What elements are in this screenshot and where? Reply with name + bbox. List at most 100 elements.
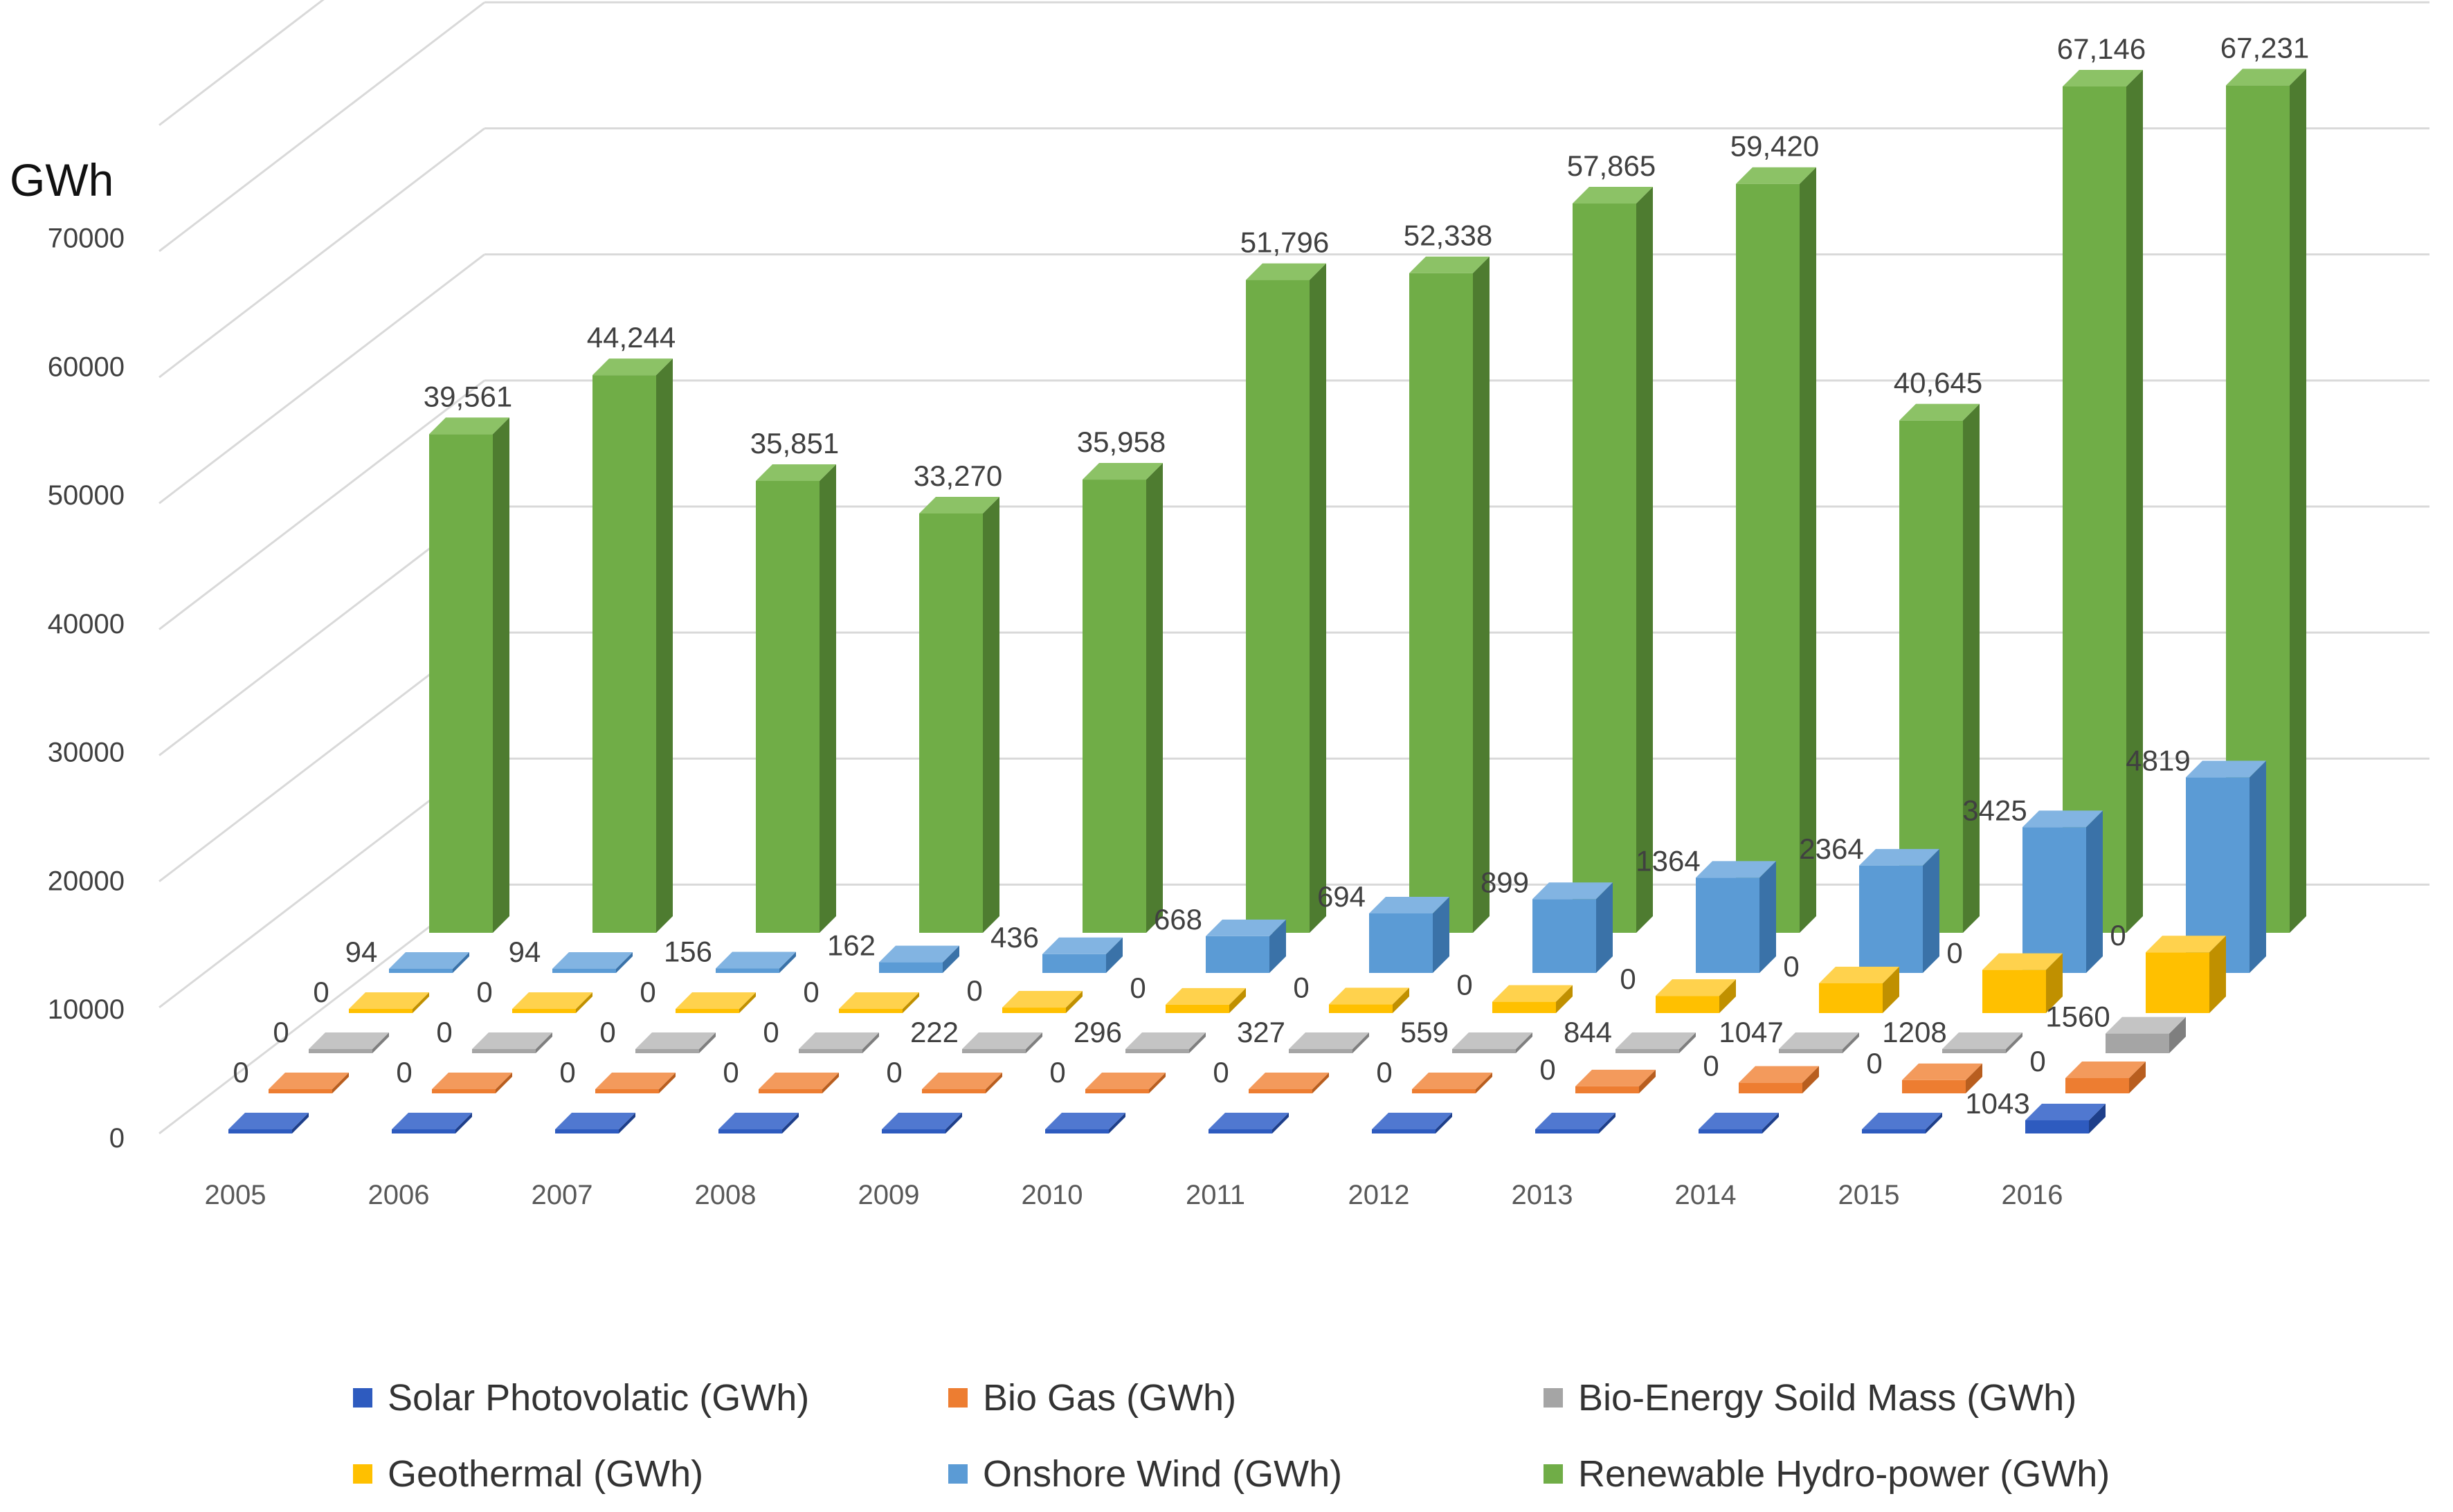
data-label: 156 <box>664 936 712 968</box>
bar <box>1372 1113 1452 1133</box>
bar <box>799 1032 879 1053</box>
bar <box>1699 1113 1779 1133</box>
bar <box>1696 861 1776 973</box>
data-label: 51,796 <box>1240 226 1329 259</box>
bar <box>879 945 959 973</box>
data-label: 35,851 <box>750 427 839 459</box>
legend-item: Bio-Energy Soild Mass (GWh) <box>1544 1360 2222 1436</box>
data-label: 4819 <box>2126 744 2190 776</box>
legend-item: Bio Gas (GWh) <box>948 1360 1544 1436</box>
data-label: 0 <box>273 1016 289 1048</box>
bar <box>756 464 836 933</box>
bar <box>472 1032 552 1053</box>
legend-item: Geothermal (GWh) <box>353 1436 948 1512</box>
bar <box>1249 1073 1329 1093</box>
bar <box>1902 1063 1982 1093</box>
legend-label: Geothermal (GWh) <box>388 1453 704 1495</box>
data-label: 0 <box>803 976 819 1008</box>
bar <box>595 1073 676 1093</box>
bar <box>389 952 469 973</box>
legend-swatch <box>948 1388 968 1408</box>
bar <box>716 951 796 973</box>
x-tick-label: 2008 <box>695 1180 757 1210</box>
bar <box>1206 919 1286 973</box>
data-label: 1364 <box>1636 844 1700 877</box>
data-label: 0 <box>396 1056 412 1089</box>
y-tick-label: 40000 <box>48 609 125 639</box>
x-tick-label: 2005 <box>205 1180 266 1210</box>
bar <box>919 497 999 933</box>
data-label: 67,146 <box>2057 33 2146 65</box>
y-axis-ticks: 0 10000 20000 30000 40000 50000 60000 70000 <box>48 224 125 1154</box>
data-label: 0 <box>1703 1050 1719 1082</box>
data-label: 844 <box>1564 1016 1612 1048</box>
x-tick-label: 2007 <box>532 1180 593 1210</box>
data-label: 0 <box>1620 963 1636 995</box>
bar <box>1942 1032 2022 1053</box>
data-label: 0 <box>313 976 329 1008</box>
data-label: 52,338 <box>1404 219 1492 252</box>
bar <box>1289 1032 1369 1053</box>
y-tick-label: 20000 <box>48 866 125 896</box>
bar <box>759 1073 839 1093</box>
bar <box>839 992 919 1013</box>
bar <box>922 1073 1002 1093</box>
bar <box>1739 1066 1819 1093</box>
bar <box>432 1073 512 1093</box>
bar <box>429 417 509 933</box>
x-tick-label: 2006 <box>368 1180 430 1210</box>
bar <box>1246 263 1326 933</box>
bar <box>592 358 673 933</box>
x-tick-label: 2012 <box>1348 1180 1410 1210</box>
bar <box>1819 966 1899 1013</box>
bar <box>2106 1017 2186 1053</box>
bar <box>1859 848 1939 973</box>
gridline-side <box>159 1 485 253</box>
bar <box>2063 69 2143 933</box>
bar <box>1083 463 1163 933</box>
bar <box>269 1073 349 1093</box>
gridline-side <box>159 253 485 504</box>
bar <box>1045 1113 1125 1133</box>
data-label: 694 <box>1317 880 1366 913</box>
bar <box>2065 1061 2146 1093</box>
bar <box>676 992 756 1013</box>
x-tick-label: 2015 <box>1838 1180 1900 1210</box>
data-label: 668 <box>1154 903 1202 936</box>
bar <box>1736 167 1816 933</box>
bar <box>1409 256 1490 933</box>
data-label: 222 <box>910 1016 959 1048</box>
data-label: 0 <box>1213 1056 1229 1089</box>
data-label: 0 <box>599 1016 615 1048</box>
bar <box>1085 1073 1166 1093</box>
x-axis-ticks: 2005 2006 2007 2008 2009 2010 2011 2012 2013 2014… <box>205 1180 2063 1210</box>
data-label: 436 <box>990 921 1039 954</box>
data-label: 39,561 <box>424 380 512 412</box>
bar <box>718 1113 799 1133</box>
bar <box>1575 1069 1656 1093</box>
bar <box>882 1113 962 1133</box>
bar <box>1166 987 1246 1013</box>
data-label: 0 <box>1376 1056 1392 1089</box>
data-label: 296 <box>1074 1016 1122 1048</box>
bar <box>1209 1113 1289 1133</box>
data-label: 94 <box>509 936 541 968</box>
y-tick-label: 30000 <box>48 738 125 768</box>
bar <box>1535 1113 1615 1133</box>
bar <box>1412 1073 1492 1093</box>
data-label: 0 <box>640 976 655 1008</box>
data-label: 1560 <box>2045 1001 2110 1033</box>
bar <box>635 1032 716 1053</box>
bar <box>555 1113 635 1133</box>
data-label: 2364 <box>1799 832 1863 865</box>
legend-swatch <box>353 1388 372 1408</box>
bar <box>1779 1032 1859 1053</box>
bar <box>1615 1032 1696 1053</box>
legend-label: Bio-Energy Soild Mass (GWh) <box>1578 1377 2077 1419</box>
data-label: 0 <box>763 1016 779 1048</box>
bar <box>2022 810 2103 973</box>
data-label: 0 <box>2029 1045 2045 1077</box>
data-label: 0 <box>1946 937 1962 969</box>
bar <box>228 1113 309 1133</box>
